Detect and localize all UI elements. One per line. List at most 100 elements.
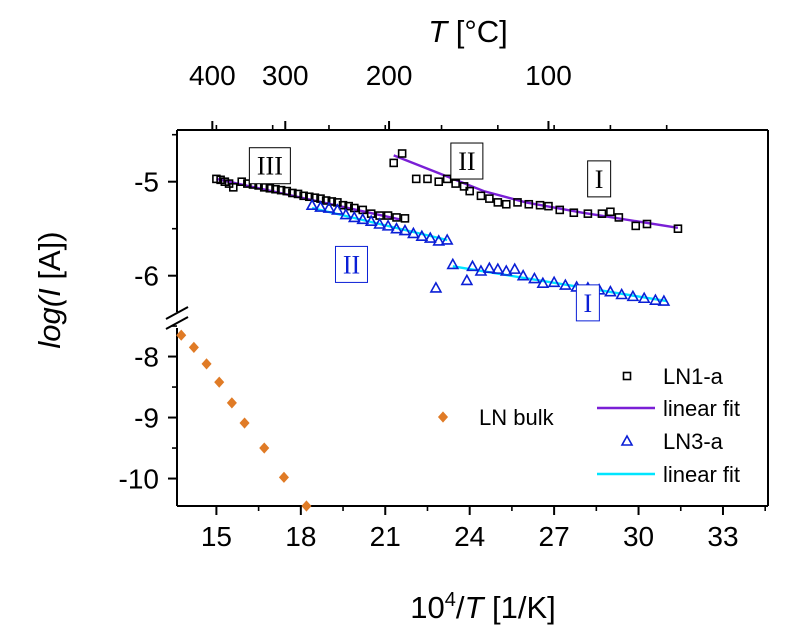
point-ln3-a <box>615 287 629 300</box>
point-ln1-a <box>411 174 421 184</box>
point-ln1-a <box>400 214 410 223</box>
annotation-box <box>587 160 612 198</box>
point-ln3-a <box>331 203 344 215</box>
point-ln1-a <box>465 186 474 196</box>
legend-label: LN1-a <box>663 364 724 389</box>
point-ln3-a <box>466 259 479 272</box>
point-ln1-a <box>237 177 247 186</box>
point-ln3-a <box>373 217 386 229</box>
point-ln1-a <box>423 174 432 184</box>
point-ln3-a <box>626 289 640 302</box>
point-ln1-a <box>265 183 275 193</box>
x-tick-label: 18 <box>285 521 316 552</box>
point-ln3-a <box>381 219 395 231</box>
legend-label: LN3-a <box>663 429 724 454</box>
point-ln1-a <box>673 224 683 233</box>
y-tick-label: -8 <box>134 342 159 373</box>
point-ln1-a <box>642 219 652 229</box>
point-ln1-a <box>392 213 401 222</box>
point-ln1-a <box>501 199 511 209</box>
annotation-box <box>450 142 484 180</box>
point-ln3-a <box>528 271 541 284</box>
legend-marker <box>622 371 632 381</box>
point-ln3-a <box>440 233 454 245</box>
point-ln1-a <box>310 193 320 202</box>
top-tick-label: 400 <box>189 60 236 91</box>
annotation-label: II <box>458 147 475 176</box>
point-ln3-a <box>460 273 474 286</box>
x-tick-label: 24 <box>454 521 485 552</box>
point-ln3-a <box>415 229 429 242</box>
point-ln1-a <box>583 209 593 218</box>
point-ln3-a <box>536 276 550 289</box>
axis-break-mark <box>165 306 189 320</box>
point-ln1-a <box>228 183 238 192</box>
legend-label: linear fit <box>663 462 740 487</box>
point-ln1-a <box>451 179 460 188</box>
top-tick-label: 200 <box>366 60 413 91</box>
axis-tick-labels: 15 18 21 24 27 30 33 400 300 200 100 -5 -6 -8 -9 -10 <box>119 60 739 552</box>
point-ln3-a <box>491 262 505 274</box>
point-ln3-a <box>604 285 617 297</box>
point-ln1-a <box>338 200 348 210</box>
point-ln-bulk <box>176 329 187 341</box>
annotation-label: I <box>584 289 593 318</box>
top-tick-label: 100 <box>525 60 572 91</box>
point-ln3-a <box>347 210 361 223</box>
annotation-box <box>575 284 600 322</box>
fit-line-1 <box>393 154 679 229</box>
x-tick-label: 27 <box>539 521 570 552</box>
point-ln3-a <box>559 278 572 290</box>
x-tick-label: 21 <box>370 521 401 552</box>
point-ln1-a <box>397 149 407 158</box>
x-tick-label: 30 <box>623 521 654 552</box>
point-ln1-a <box>299 191 308 201</box>
x-tick-label: 15 <box>201 521 232 552</box>
point-ln1-a <box>614 213 624 222</box>
point-ln3-a <box>322 201 336 213</box>
point-ln1-a <box>271 184 280 194</box>
data-points <box>176 149 683 512</box>
point-ln1-a <box>383 211 393 220</box>
point-ln1-a <box>276 185 286 195</box>
point-ln-bulk <box>301 500 312 512</box>
point-ln3-a <box>356 212 370 225</box>
point-ln1-a <box>282 186 292 196</box>
point-ln1-a <box>304 192 314 202</box>
point-ln3-a <box>429 281 443 293</box>
point-ln-bulk <box>201 358 212 370</box>
point-ln3-a <box>516 269 530 281</box>
point-ln3-a <box>339 207 353 220</box>
point-ln3-a <box>547 275 561 288</box>
point-ln3-a <box>407 226 420 239</box>
point-ln3-a <box>398 223 412 236</box>
x-tick-label: 33 <box>707 521 738 552</box>
y-tick-label: -6 <box>134 261 159 292</box>
point-ln3-a <box>305 198 319 210</box>
annotation-label: III <box>257 152 283 181</box>
point-ln1-a <box>597 209 607 218</box>
point-ln3-a <box>483 261 496 273</box>
point-ln1-a <box>327 197 337 206</box>
annotation-box <box>248 147 291 185</box>
point-ln1-a <box>434 177 444 186</box>
point-ln3-a <box>649 293 662 305</box>
point-ln1-a <box>321 196 331 205</box>
legend-marker <box>437 411 449 423</box>
point-ln1-a <box>459 182 469 191</box>
point-ln3-a <box>499 264 513 276</box>
point-ln3-a <box>508 262 522 274</box>
y-axis-label: log(I [A]) <box>32 231 67 348</box>
point-ln1-a <box>631 221 641 231</box>
point-ln1-a <box>288 188 297 198</box>
annotation-label: II <box>343 250 360 279</box>
y-tick-label: -5 <box>134 167 159 198</box>
point-ln1-a <box>344 201 353 211</box>
point-ln3-a <box>423 231 437 243</box>
point-ln1-a <box>513 198 522 207</box>
point-ln-bulk <box>226 397 237 409</box>
point-ln3-a <box>474 264 488 276</box>
point-ln-bulk <box>214 376 225 388</box>
